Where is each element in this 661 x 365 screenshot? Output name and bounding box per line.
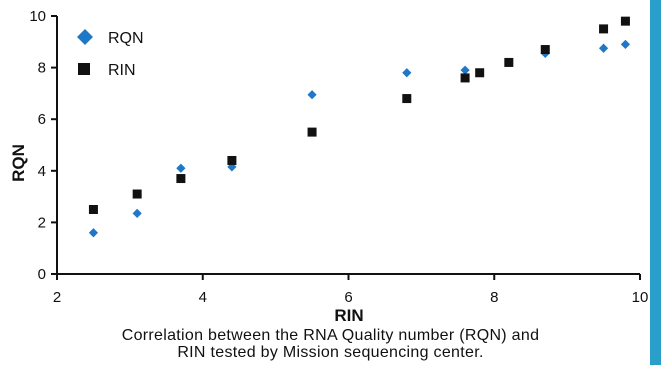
x-tick-label: 10 bbox=[632, 289, 649, 306]
point-rin bbox=[599, 24, 609, 34]
caption-line-2: RIN tested by Mission sequencing center. bbox=[177, 344, 484, 361]
point-rin bbox=[402, 94, 412, 104]
point-rqn bbox=[402, 68, 412, 78]
y-axis-title: RQN bbox=[9, 144, 28, 182]
legend-marker-rin bbox=[78, 63, 90, 75]
legend-label-rqn: RQN bbox=[108, 30, 144, 47]
point-rin bbox=[307, 127, 317, 137]
caption-line-1: Correlation between the RNA Quality numb… bbox=[121, 327, 540, 344]
point-rin bbox=[88, 205, 98, 214]
y-tick-label: 8 bbox=[38, 60, 46, 77]
point-rin bbox=[132, 189, 142, 199]
point-rqn bbox=[132, 208, 142, 218]
legend: RQN RIN bbox=[77, 29, 144, 79]
data-points bbox=[88, 16, 631, 238]
y-tick-label: 4 bbox=[38, 163, 46, 180]
point-rin bbox=[540, 45, 550, 55]
point-rin bbox=[504, 57, 514, 67]
figure-caption: Correlation between the RNA Quality numb… bbox=[0, 327, 661, 361]
point-rqn bbox=[620, 39, 631, 49]
point-rin bbox=[620, 16, 630, 26]
point-rin bbox=[176, 174, 186, 184]
point-rqn bbox=[598, 43, 609, 53]
y-tick-label: 10 bbox=[29, 8, 46, 25]
point-rqn bbox=[307, 90, 317, 100]
legend-label-rin: RIN bbox=[108, 62, 136, 79]
y-tick-label: 2 bbox=[38, 214, 46, 231]
x-tick-label: 2 bbox=[53, 289, 61, 306]
x-tick-label: 6 bbox=[344, 289, 352, 306]
legend-marker-rqn bbox=[77, 29, 93, 45]
point-rqn bbox=[88, 228, 99, 238]
y-tick-label: 0 bbox=[38, 266, 46, 283]
y-tick-label: 6 bbox=[38, 111, 46, 128]
point-rqn bbox=[460, 65, 470, 75]
x-tick-label: 4 bbox=[199, 289, 207, 306]
x-axis-title: RIN bbox=[334, 306, 363, 325]
point-rqn bbox=[176, 163, 186, 173]
point-rin bbox=[227, 155, 237, 165]
point-rin bbox=[475, 68, 485, 78]
point-rin bbox=[460, 73, 470, 83]
x-tick-label: 8 bbox=[490, 289, 498, 306]
